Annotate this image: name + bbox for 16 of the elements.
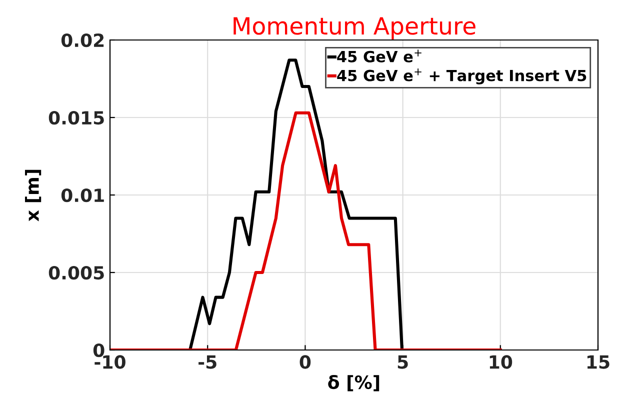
y-tick-label: 0.005 (48, 266, 104, 280)
y-tick-label: 0.015 (48, 110, 104, 125)
x-axis-title: δ [%] (328, 374, 380, 392)
y-tick-label: 0 (93, 343, 104, 358)
y-tick-label: 0.02 (61, 33, 104, 48)
x-tick-label: 10 (490, 355, 512, 369)
y-tick-label: 0.01 (61, 188, 104, 202)
legend-label: 45 GeV e$^{+}$ + Target Insert V5 (337, 68, 586, 84)
x-tick-label: -5 (198, 355, 216, 369)
chart-title: Momentum Aperture (234, 17, 476, 40)
legend-label: 45 GeV e$^{+}$ (337, 50, 422, 62)
x-tick-label: 15 (587, 355, 610, 369)
y-axis-title: x [m] (25, 170, 42, 222)
x-tick-label: 0 (300, 355, 311, 369)
x-tick-label: -10 (94, 355, 126, 369)
x-tick-label: 5 (398, 355, 408, 369)
